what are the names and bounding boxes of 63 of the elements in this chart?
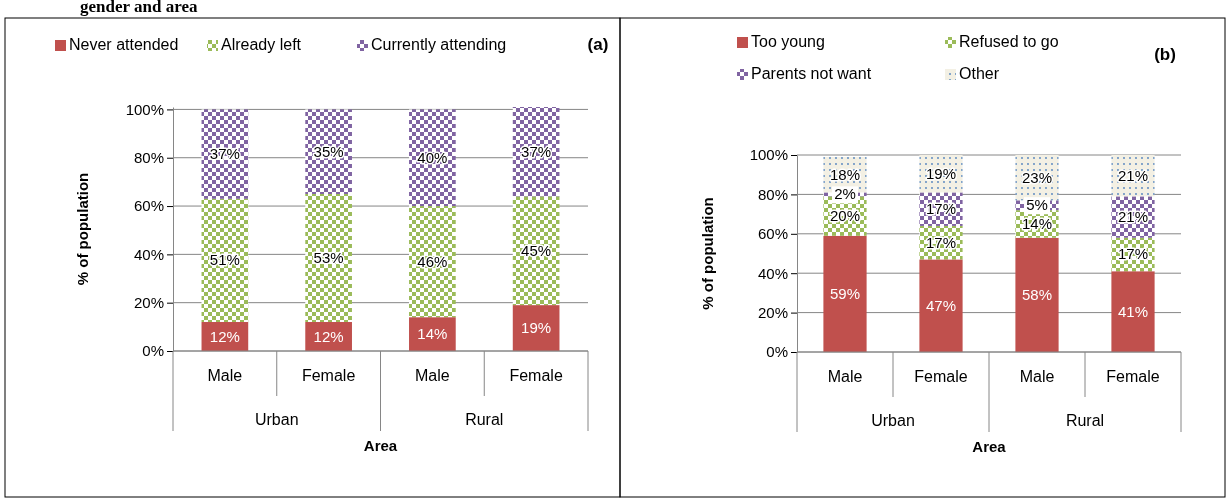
data-label: 35% bbox=[313, 142, 344, 160]
data-label: 17% bbox=[925, 200, 957, 218]
legend-label: Refused to go bbox=[959, 33, 1059, 50]
data-label: 19% bbox=[521, 319, 552, 337]
x-tick-label: Female bbox=[509, 367, 563, 384]
text: Rural bbox=[465, 411, 504, 428]
data-label: 12% bbox=[209, 327, 240, 345]
y-tick-label: 80% bbox=[757, 185, 788, 203]
y-tick-label: 0% bbox=[142, 342, 164, 360]
data-label: 41% bbox=[1117, 302, 1149, 320]
y-tick-label: 80% bbox=[133, 149, 164, 167]
data-label: 40% bbox=[417, 148, 448, 166]
data-label: 47% bbox=[925, 296, 957, 314]
x-tick-label: Male bbox=[827, 368, 863, 385]
y-tick-label: 40% bbox=[757, 264, 788, 282]
data-label: 14% bbox=[417, 325, 448, 343]
y-tick-label: 100% bbox=[125, 100, 164, 118]
x-tick-label: Male bbox=[415, 367, 450, 384]
legend-label: Currently attending bbox=[371, 36, 507, 53]
y-axis-title: % of population bbox=[74, 172, 91, 286]
y-tick-label: 100% bbox=[749, 146, 788, 164]
legend-label: Never attended bbox=[69, 36, 179, 53]
y-tick-label: 20% bbox=[133, 293, 164, 311]
y-tick-label: 20% bbox=[757, 303, 788, 321]
legend-label: Already left bbox=[221, 36, 302, 53]
text: Urban bbox=[254, 411, 299, 428]
data-label: 20% bbox=[829, 207, 861, 225]
data-label: 51% bbox=[209, 251, 240, 269]
data-label: 14% bbox=[1021, 214, 1053, 232]
legend-label: Parents not want bbox=[751, 65, 872, 82]
text: (b) bbox=[1154, 45, 1176, 64]
y-tick-label: 60% bbox=[133, 197, 164, 215]
x-tick-label: Female bbox=[301, 367, 356, 384]
data-label: 37% bbox=[209, 145, 240, 163]
data-label: 23% bbox=[1021, 168, 1053, 186]
text: Rural bbox=[1065, 412, 1105, 429]
x-axis-title: Area bbox=[972, 438, 1007, 455]
y-tick-label: 40% bbox=[133, 245, 164, 263]
data-label: 21% bbox=[1117, 166, 1149, 184]
data-label: 46% bbox=[417, 252, 448, 270]
text: (a) bbox=[587, 35, 609, 54]
x-tick-label: Female bbox=[914, 368, 968, 385]
x-tick-label: Male bbox=[207, 367, 243, 384]
data-label: 59% bbox=[829, 284, 861, 302]
x-tick-label: Female bbox=[1106, 368, 1160, 385]
x-tick-label: Male bbox=[1019, 368, 1055, 385]
y-tick-label: 60% bbox=[757, 225, 788, 243]
text: Urban bbox=[871, 412, 915, 429]
chart-title: gender and area bbox=[80, 0, 198, 16]
data-label: 17% bbox=[925, 233, 957, 251]
legend-label: Too young bbox=[751, 33, 825, 50]
data-label: 19% bbox=[925, 164, 957, 182]
y-tick-label: 0% bbox=[766, 343, 788, 361]
legend-label: Other bbox=[959, 65, 1000, 82]
data-label: 37% bbox=[521, 142, 552, 160]
y-axis-title: % of population bbox=[699, 197, 716, 310]
data-label: 12% bbox=[313, 327, 344, 345]
data-label: 18% bbox=[829, 165, 861, 183]
data-label: 58% bbox=[1021, 285, 1053, 303]
data-label: 45% bbox=[521, 241, 552, 259]
data-label: 53% bbox=[313, 248, 344, 266]
data-label: 21% bbox=[1117, 208, 1149, 226]
x-axis-title: Area bbox=[363, 437, 398, 454]
